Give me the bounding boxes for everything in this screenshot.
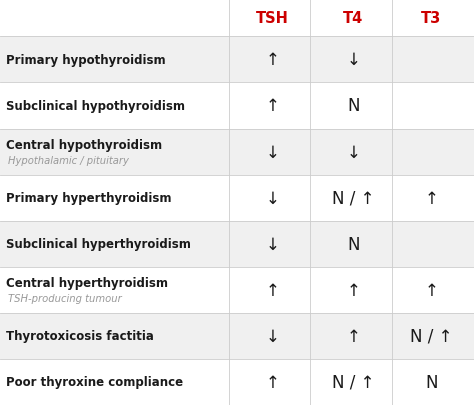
Text: N: N	[425, 373, 438, 391]
Bar	[0, 175, 474, 221]
Text: ↑: ↑	[265, 373, 280, 391]
Text: ↓: ↓	[346, 51, 360, 69]
Bar	[0, 221, 474, 267]
Text: ↑: ↑	[424, 189, 438, 207]
Text: N / ↑: N / ↑	[332, 189, 374, 207]
Text: ↓: ↓	[346, 143, 360, 161]
Text: N / ↑: N / ↑	[410, 327, 453, 345]
Text: ↑: ↑	[265, 281, 280, 299]
Bar	[0, 313, 474, 359]
Text: N: N	[347, 97, 359, 115]
Text: Central hyperthyroidism: Central hyperthyroidism	[6, 277, 168, 290]
Text: T3: T3	[421, 11, 441, 26]
Text: Primary hyperthyroidism: Primary hyperthyroidism	[6, 192, 171, 205]
Text: N: N	[347, 235, 359, 253]
Text: ↓: ↓	[265, 327, 280, 345]
Text: ↓: ↓	[265, 143, 280, 161]
Text: TSH: TSH	[256, 11, 289, 26]
Text: ↓: ↓	[265, 189, 280, 207]
Bar	[0, 37, 474, 83]
Text: N / ↑: N / ↑	[332, 373, 374, 391]
Bar	[0, 83, 474, 129]
Text: ↑: ↑	[424, 281, 438, 299]
Text: ↓: ↓	[265, 235, 280, 253]
Text: Poor thyroxine compliance: Poor thyroxine compliance	[6, 375, 183, 388]
Bar	[0, 0, 474, 37]
Text: ↑: ↑	[346, 327, 360, 345]
Text: Thyrotoxicosis factitia: Thyrotoxicosis factitia	[6, 330, 154, 343]
Text: Central hypothyroidism: Central hypothyroidism	[6, 139, 162, 151]
Text: Subclinical hyperthyroidism: Subclinical hyperthyroidism	[6, 238, 191, 251]
Text: TSH-producing tumour: TSH-producing tumour	[8, 293, 121, 303]
Text: ↑: ↑	[265, 97, 280, 115]
Bar	[0, 359, 474, 405]
Text: ↑: ↑	[265, 51, 280, 69]
Bar	[0, 267, 474, 313]
Text: Primary hypothyroidism: Primary hypothyroidism	[6, 54, 165, 67]
Text: ↑: ↑	[346, 281, 360, 299]
Text: T4: T4	[343, 11, 363, 26]
Text: Subclinical hypothyroidism: Subclinical hypothyroidism	[6, 100, 185, 113]
Text: Hypothalamic / pituitary: Hypothalamic / pituitary	[8, 155, 128, 165]
Bar	[0, 129, 474, 175]
